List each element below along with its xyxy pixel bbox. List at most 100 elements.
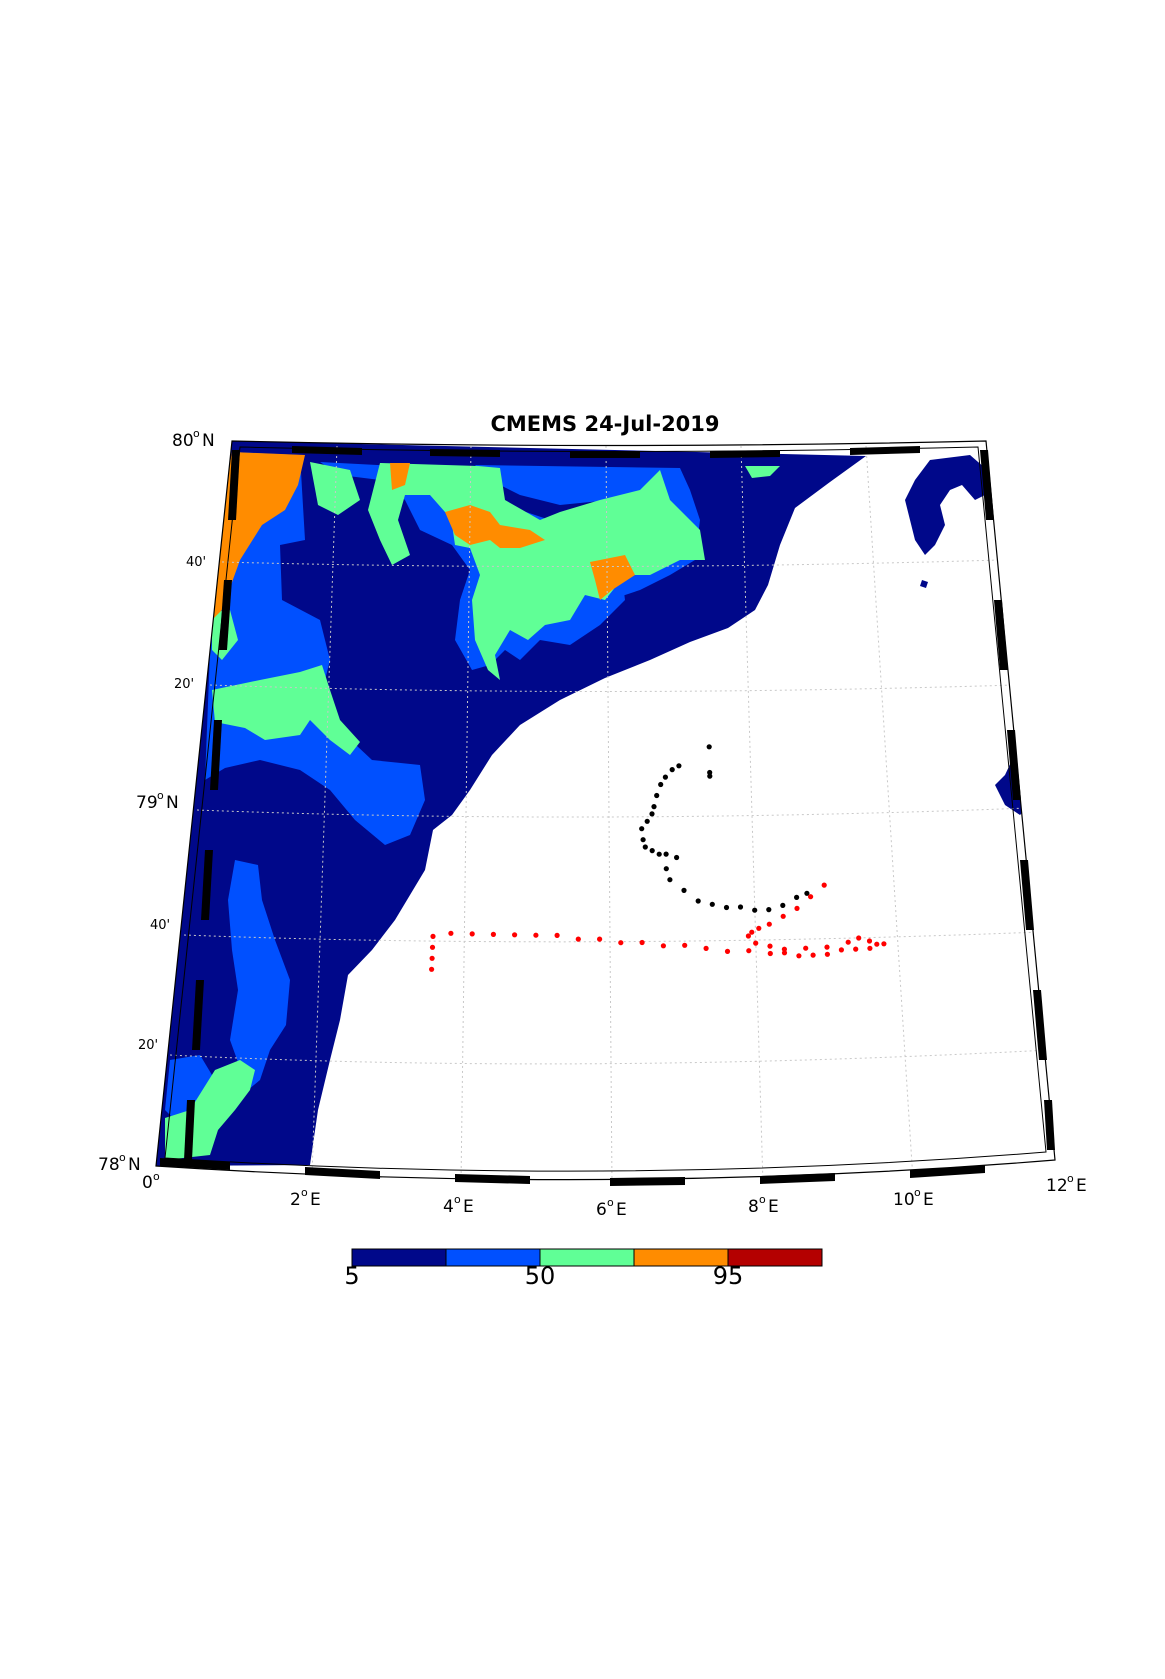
track-2-point <box>824 951 831 957</box>
lon-label-4-main: 4 <box>443 1197 454 1217</box>
track-2-point <box>575 936 581 942</box>
track-2-point <box>597 936 603 942</box>
colorbar-segment-1 <box>351 1248 447 1267</box>
track-1-point <box>709 901 715 907</box>
track-1-point <box>752 907 758 913</box>
track-1-point <box>640 837 646 843</box>
track-1-point <box>639 826 645 832</box>
track-2-point <box>810 952 816 958</box>
track-1-point <box>723 904 730 911</box>
track-2-point <box>745 933 752 939</box>
lon-label-6-sup: o <box>607 1196 614 1209</box>
track-2-point <box>821 882 827 888</box>
lon-label-4: 4 o E <box>443 1193 474 1217</box>
track-1-point <box>656 851 662 857</box>
track-2-point <box>753 940 759 946</box>
lon-label-10-sup: o <box>914 1186 921 1199</box>
track-2-point <box>867 945 873 951</box>
graticule <box>169 445 1049 1180</box>
track-2-point <box>746 948 752 954</box>
track-1-point <box>642 844 648 850</box>
lon-label-0-sup: o <box>153 1170 160 1183</box>
track-2-point <box>874 941 880 947</box>
lat-label-78: 78 o N <box>98 1151 141 1175</box>
lon-label-8-main: 8 <box>748 1197 759 1217</box>
track-1-point <box>737 904 744 910</box>
lon-label-2-main: 2 <box>290 1190 301 1210</box>
lat-label-78-main: 78 <box>98 1155 120 1175</box>
track-2-point <box>766 921 772 927</box>
track-2-point <box>749 929 755 935</box>
track-2-point <box>703 945 709 952</box>
track-2-point <box>430 933 436 940</box>
lat-minute-label: 40' <box>186 555 206 570</box>
track-2-point <box>511 932 518 938</box>
track-2-point <box>429 966 435 972</box>
track-1-point <box>669 767 675 773</box>
track-1-point <box>649 848 655 854</box>
lon-label-8: 8 o E <box>748 1193 779 1217</box>
track-1-point <box>658 781 664 788</box>
track-1-point <box>804 890 810 896</box>
lat-label-79-main: 79 <box>136 793 158 813</box>
lon-label-2-suffix: E <box>310 1190 321 1210</box>
track-1-point <box>649 811 655 817</box>
track-2-point <box>845 939 851 945</box>
lon-label-12: 12 o E <box>1046 1172 1087 1196</box>
lon-label-10-suffix: E <box>923 1190 934 1210</box>
track-2-point <box>469 931 475 937</box>
lon-label-12-suffix: E <box>1076 1176 1087 1196</box>
lon-label-4-sup: o <box>454 1193 461 1206</box>
lat-label-79-suffix: N <box>166 793 179 813</box>
lat-label-78-suffix: N <box>128 1155 141 1175</box>
colorbar-segment-5 <box>727 1248 823 1267</box>
lon-label-12-main: 12 <box>1046 1176 1068 1196</box>
lat-label-79: 79 o N <box>136 789 179 813</box>
colorbar: 5 50 95 <box>344 1248 823 1290</box>
track-2-point <box>639 939 645 946</box>
lat-minute-label: 40' <box>150 918 170 933</box>
lon-label-0-main: 0 <box>142 1173 153 1193</box>
lon-label-10: 10 o E <box>893 1186 934 1210</box>
track-2-point <box>554 932 560 939</box>
colorbar-tick-label: 95 <box>713 1262 744 1290</box>
track-2-point <box>767 943 773 949</box>
track-1-point <box>681 887 687 894</box>
track-2-point <box>853 946 859 952</box>
drifter-tracks <box>429 744 887 972</box>
lon-label-0: 0 o <box>142 1170 160 1193</box>
lon-label-6-suffix: E <box>616 1200 627 1220</box>
track-1-point <box>651 804 657 810</box>
colorbar-tick-label: 5 <box>344 1262 359 1290</box>
lon-label-2: 2 o E <box>290 1186 321 1210</box>
track-1-point <box>676 763 682 769</box>
track-2-point <box>824 944 830 950</box>
track-2-point <box>682 942 688 948</box>
track-1-point <box>644 818 650 824</box>
map-frame <box>155 440 1056 1186</box>
lat-label-80-suffix: N <box>202 431 215 451</box>
track-2-point <box>838 947 845 953</box>
track-2-point <box>448 930 454 936</box>
track-2-point <box>756 925 762 931</box>
lon-label-8-sup: o <box>759 1193 766 1206</box>
lon-label-12-sup: o <box>1067 1172 1074 1185</box>
track-1-point <box>794 894 800 901</box>
lat-minute-label: 20' <box>174 677 194 692</box>
lat-label-79-sup: o <box>157 789 164 802</box>
track-2-point <box>803 945 809 951</box>
track-2-point <box>881 941 887 947</box>
track-1-point <box>654 792 660 799</box>
lon-label-6-main: 6 <box>596 1200 607 1220</box>
track-2-point <box>794 905 800 912</box>
lat-label-80-sup: o <box>193 427 200 440</box>
lon-label-8-suffix: E <box>768 1197 779 1217</box>
chart-title: CMEMS 24-Jul-2019 <box>490 412 719 436</box>
lon-label-4-suffix: E <box>463 1197 474 1217</box>
track-2-point <box>796 953 802 959</box>
track-1-point <box>663 866 669 872</box>
track-1-point <box>674 854 680 861</box>
ice-concentration-field <box>156 441 1030 1166</box>
track-1-point <box>707 773 713 779</box>
lat-label-80: 80 o N <box>172 427 215 451</box>
